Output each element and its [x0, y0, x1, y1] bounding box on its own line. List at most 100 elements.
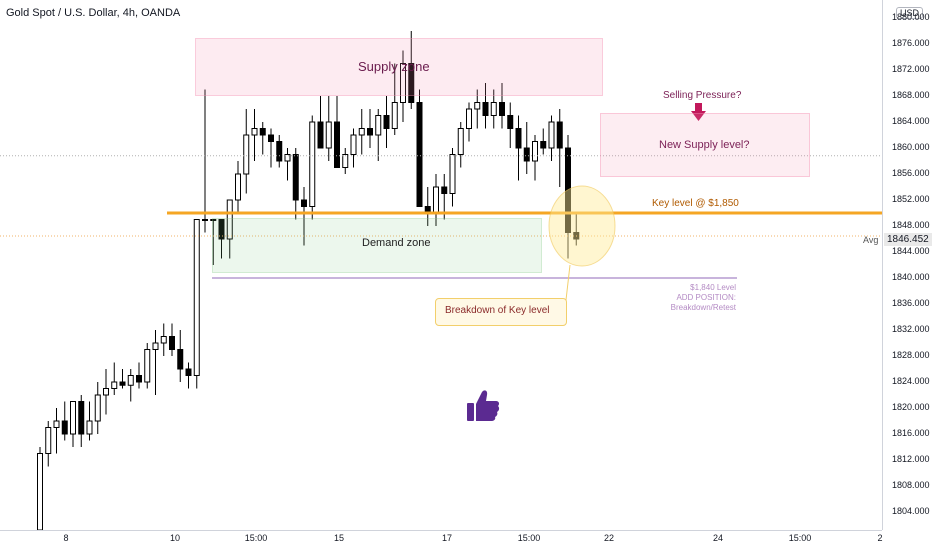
- candle: [490, 89, 497, 129]
- candle-body-down: [218, 219, 225, 240]
- time-tick-label: 2: [877, 533, 883, 543]
- time-tick-label: 22: [603, 533, 615, 543]
- candle: [515, 115, 522, 181]
- candle: [523, 122, 530, 174]
- candle: [177, 330, 184, 382]
- candle: [210, 219, 217, 265]
- candle: [226, 199, 233, 259]
- candle-body-down: [301, 199, 307, 207]
- time-tick-label: 8: [63, 533, 69, 543]
- candle-body-up: [309, 121, 316, 207]
- demand-zone-box: [212, 218, 542, 273]
- candle: [202, 89, 208, 233]
- new-supply-label: New Supply level?: [659, 139, 750, 151]
- price-tick-label: 1864.000: [892, 116, 930, 126]
- candle-body-down: [119, 381, 126, 386]
- new-supply-box: [600, 113, 810, 177]
- candle-body-up: [94, 394, 101, 422]
- candle: [152, 330, 159, 395]
- time-tick-label: 15:00: [788, 533, 812, 543]
- candle-body-up: [193, 219, 200, 376]
- price-tick-label: 1868.000: [892, 90, 930, 100]
- candle-body-up: [532, 141, 538, 162]
- candle-body-up: [160, 336, 167, 344]
- candle: [548, 115, 555, 161]
- candle: [375, 109, 382, 161]
- candle-body-up: [86, 420, 93, 435]
- candle-body-up: [144, 349, 151, 383]
- candle: [383, 96, 390, 148]
- breakdown-label: Breakdown of Key level: [445, 305, 550, 316]
- candle: [235, 161, 241, 213]
- candle: [482, 83, 489, 129]
- price-tick-label: 1804.000: [892, 506, 930, 516]
- candle-body-up: [490, 102, 497, 116]
- candle: [119, 369, 126, 389]
- price-tick-label: 1840.000: [892, 272, 930, 282]
- candle: [53, 408, 60, 454]
- candle: [400, 50, 406, 122]
- candle: [457, 122, 464, 168]
- avg-label: Avg: [863, 235, 879, 245]
- candle: [532, 135, 538, 181]
- candle-body-up: [284, 154, 291, 162]
- candle: [94, 382, 101, 434]
- candle-body-down: [276, 141, 283, 162]
- candle-body-down: [177, 349, 184, 370]
- candle: [449, 148, 456, 207]
- breakdown-highlight: [548, 185, 616, 267]
- supply-zone-label: Supply zone: [358, 59, 430, 74]
- candle-body-down: [367, 128, 373, 136]
- price-tick-label: 1848.000: [892, 220, 930, 230]
- candle: [111, 362, 118, 395]
- price-tick-label: 1824.000: [892, 376, 930, 386]
- candle-body-down: [441, 186, 448, 194]
- candle-body-down: [523, 147, 530, 162]
- candle-body-up: [37, 453, 43, 530]
- candle: [540, 128, 547, 155]
- candle-body-down: [136, 375, 142, 383]
- candle: [358, 109, 365, 155]
- price-axis[interactable]: [882, 0, 883, 530]
- candle-body-up: [457, 128, 464, 155]
- time-axis[interactable]: [0, 530, 882, 531]
- candle-body-down: [565, 147, 571, 233]
- candle: [309, 115, 316, 220]
- candle-body-up: [548, 121, 555, 149]
- candle: [78, 395, 85, 447]
- candle-body-up: [358, 128, 365, 136]
- candle: [218, 219, 225, 259]
- candle: [268, 128, 274, 168]
- time-tick-label: 10: [169, 533, 181, 543]
- currency-badge[interactable]: USD: [896, 7, 924, 19]
- candle: [466, 102, 472, 142]
- price-chart[interactable]: [0, 0, 882, 530]
- level-1840-label: $1,840 Level: [690, 283, 736, 292]
- candle-body-down: [556, 121, 563, 149]
- candle-body-down: [540, 141, 547, 149]
- price-tick-label: 1872.000: [892, 64, 930, 74]
- candle: [367, 109, 373, 148]
- candle: [416, 89, 423, 207]
- candle-body-down: [61, 420, 68, 435]
- candle: [474, 89, 481, 129]
- arrow-down-icon: [691, 103, 706, 121]
- time-tick-label: 24: [712, 533, 724, 543]
- candle-body-up: [226, 199, 233, 240]
- price-tick-label: 1812.000: [892, 454, 930, 464]
- candle: [144, 343, 151, 389]
- candle: [103, 369, 109, 415]
- last-price-badge: 1846.452: [884, 233, 932, 246]
- candle-body-up: [449, 154, 456, 194]
- candle: [243, 109, 250, 194]
- chart-title: Gold Spot / U.S. Dollar, 4h, OANDA: [6, 7, 181, 19]
- candle: [317, 96, 324, 149]
- price-tick-label: 1832.000: [892, 324, 930, 334]
- price-tick-label: 1852.000: [892, 194, 930, 204]
- price-tick-label: 1808.000: [892, 480, 930, 490]
- candle-body-up: [251, 128, 258, 136]
- time-tick-label: 17: [441, 533, 453, 543]
- candle-body-up: [342, 154, 349, 168]
- candle-body-down: [408, 63, 415, 103]
- candle: [334, 96, 340, 168]
